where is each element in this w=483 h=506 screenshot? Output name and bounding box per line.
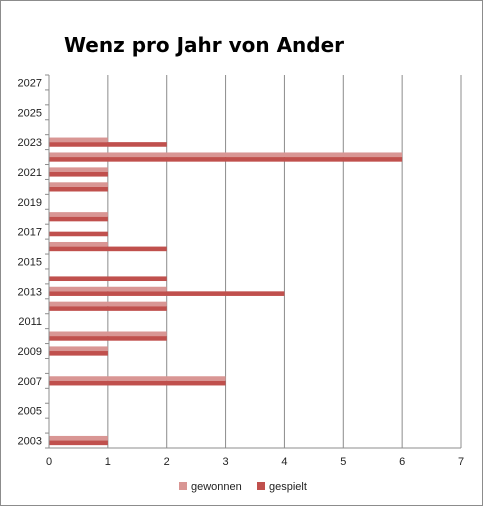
bar-gewonnen-2003 (49, 435, 108, 441)
x-tick-label-3: 3 (223, 456, 229, 468)
chart-title: Wenz pro Jahr von Ander (64, 33, 344, 57)
legend: gewonnen gespielt (179, 481, 307, 493)
bar-gespielt-2007 (49, 380, 226, 386)
y-tick-label-2015: 2015 (18, 257, 42, 269)
bar-gewonnen-2009 (49, 346, 108, 352)
y-tick-label-2005: 2005 (18, 406, 42, 418)
x-tick-label-6: 6 (399, 456, 405, 468)
y-tick-label-2021: 2021 (18, 167, 42, 179)
bars (49, 137, 403, 446)
y-tick-label-2009: 2009 (18, 346, 42, 358)
legend-label-gewonnen: gewonnen (191, 481, 242, 493)
y-tick-label-2027: 2027 (18, 77, 42, 89)
x-tick-label-1: 1 (105, 456, 111, 468)
x-tick-label-2: 2 (164, 456, 170, 468)
y-tick-label-2017: 2017 (18, 227, 42, 239)
legend-swatch-gewonnen (179, 482, 187, 490)
y-tick-labels: 2003 2005 2007 2009 2011 2013 2015 2017 2019 2021… (18, 77, 42, 447)
y-tick-label-2019: 2019 (18, 197, 42, 209)
bar-gespielt-2009 (49, 351, 108, 356)
x-tick-label-0: 0 (46, 456, 52, 468)
bar-gewonnen-2022 (49, 152, 403, 158)
bar-gewonnen-2018 (49, 212, 108, 217)
bar-gespielt-2021 (49, 171, 108, 177)
bar-gewonnen-2013 (49, 286, 167, 292)
gridlines (107, 75, 462, 448)
bar-gewonnen-2021 (49, 167, 108, 172)
y-tick-label-2003: 2003 (18, 436, 42, 448)
y-tick-label-2011: 2011 (18, 316, 42, 328)
bar-gespielt-2012 (49, 306, 167, 311)
bar-gespielt-2014 (49, 276, 167, 282)
bar-gewonnen-2020 (49, 182, 108, 187)
y-tick-label-2023: 2023 (18, 137, 42, 149)
bar-gespielt-2010 (49, 336, 167, 341)
x-tick-label-5: 5 (340, 456, 346, 468)
x-tick-label-7: 7 (458, 456, 464, 468)
bar-gespielt-2023 (49, 142, 167, 147)
bar-gespielt-2016 (49, 246, 167, 252)
x-tick-labels: 0 1 2 3 4 5 6 7 (46, 456, 464, 468)
bar-gespielt-2018 (49, 216, 108, 222)
bar-gespielt-2022 (49, 157, 403, 162)
bar-gespielt-2013 (49, 291, 285, 296)
bar-gewonnen-2007 (49, 376, 226, 381)
y-tick-label-2025: 2025 (18, 107, 42, 119)
bar-gewonnen-2016 (49, 241, 108, 247)
y-tick-label-2007: 2007 (18, 376, 42, 388)
legend-label-gespielt: gespielt (269, 481, 307, 493)
bar-gespielt-2020 (49, 186, 108, 192)
bar-gespielt-2017 (49, 231, 108, 237)
bar-gewonnen-2010 (49, 331, 167, 337)
x-tick-label-4: 4 (281, 456, 287, 468)
bar-gewonnen-2023 (49, 137, 108, 143)
bar-gewonnen-2012 (49, 301, 167, 307)
axes (45, 74, 461, 449)
legend-swatch-gespielt (257, 482, 265, 490)
y-tick-label-2013: 2013 (18, 286, 42, 298)
bar-gespielt-2003 (49, 440, 108, 446)
